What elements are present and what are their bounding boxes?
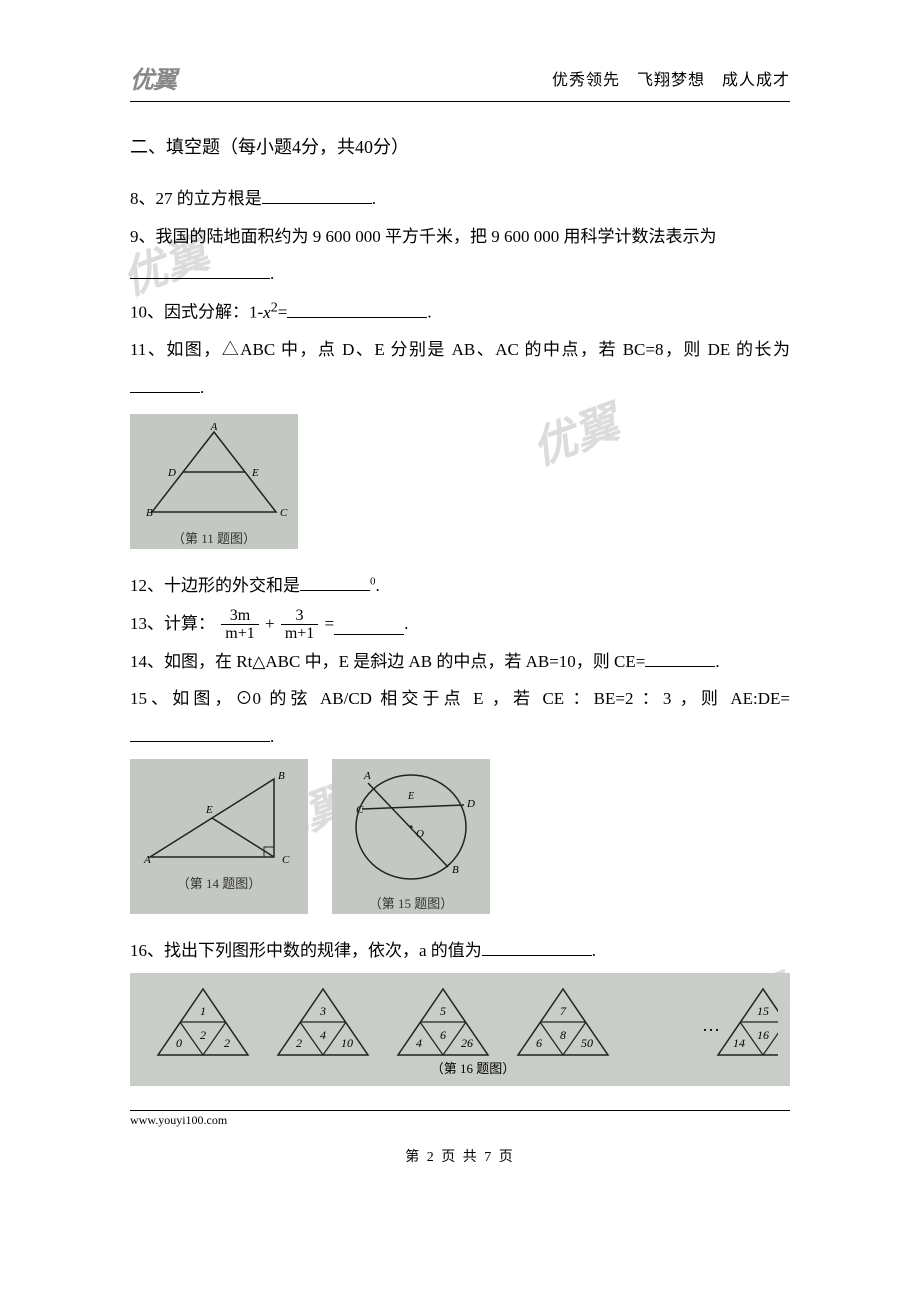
blank — [334, 634, 404, 635]
blank — [645, 666, 715, 667]
q12-dot: . — [376, 576, 380, 595]
motto: 优秀领先 飞翔梦想 成人成才 — [552, 66, 790, 90]
svg-text:14: 14 — [733, 1036, 745, 1050]
svg-text:4: 4 — [416, 1036, 422, 1050]
svg-text:2: 2 — [200, 1028, 206, 1042]
blank — [130, 278, 270, 279]
q10-var: x — [263, 303, 271, 322]
question-13: 13、计算： 3mm+1 + 3m+1 =. — [130, 605, 790, 643]
section-title: 二、填空题（每小题4分，共40分） — [130, 130, 790, 164]
num: 3m — [221, 607, 258, 626]
label-O: O — [416, 828, 424, 840]
fraction-2: 3m+1 — [281, 607, 318, 643]
question-16: 16、找出下列图形中数的规律，依次，a 的值为. — [130, 932, 790, 969]
label-A: A — [143, 854, 151, 866]
question-15: 15、如图，⊙0 的弦 AB/CD 相交于点 E ，若 CE ：BE=2 ：3 … — [130, 680, 790, 755]
figure-16-caption: （第 16 题图） — [431, 1061, 516, 1076]
label-C: C — [280, 507, 288, 519]
blank — [300, 590, 370, 591]
q12-text: 12、十边形的外交和是 — [130, 576, 300, 595]
label-B: B — [278, 770, 285, 782]
figure-14-caption: （第 14 题图） — [177, 873, 262, 892]
q9-dot: . — [270, 264, 274, 283]
figure-15-caption: （第 15 题图） — [369, 893, 454, 912]
q14-dot: . — [715, 652, 719, 671]
question-14: 14、如图，在 Rt△ABC 中，E 是斜边 AB 的中点，若 AB=10，则 … — [130, 643, 790, 680]
svg-text:2: 2 — [296, 1036, 302, 1050]
svg-text:50: 50 — [581, 1036, 593, 1050]
svg-text:16: 16 — [757, 1028, 769, 1042]
q11-text: 11、如图，△ABC 中，点 D、E 分别是 AB、AC 的中点，若 BC=8，… — [130, 340, 790, 359]
label-C: C — [282, 854, 290, 866]
svg-text:4: 4 — [320, 1028, 326, 1042]
label-E: E — [251, 467, 259, 479]
ellipsis: … — [702, 1015, 720, 1035]
figure-11-caption: （第 11 题图） — [172, 528, 256, 547]
question-11: 11、如图，△ABC 中，点 D、E 分别是 AB、AC 的中点，若 BC=8，… — [130, 331, 790, 406]
blank — [262, 203, 372, 204]
q10-sup: 2 — [271, 299, 278, 315]
question-10: 10、因式分解：1-x2=. — [130, 292, 790, 331]
label-C: C — [356, 804, 364, 816]
label-E: E — [205, 804, 213, 816]
label-B: B — [146, 507, 153, 519]
page-header: 优翼 优秀领先 飞翔梦想 成人成才 — [130, 60, 790, 102]
page-number: 第 2 页 共 7 页 — [130, 1146, 790, 1166]
blank — [482, 955, 592, 956]
label-A: A — [210, 421, 218, 433]
svg-text:10: 10 — [341, 1036, 353, 1050]
svg-text:7: 7 — [560, 1004, 567, 1018]
q10-eq: = — [278, 303, 288, 322]
svg-text:26: 26 — [461, 1036, 473, 1050]
q11-dot: . — [200, 378, 204, 397]
eq: = — [325, 614, 335, 633]
q9-text: 9、我国的陆地面积约为 9 600 000 平方千米，把 9 600 000 用… — [130, 227, 717, 246]
blank — [130, 741, 270, 742]
blank — [287, 317, 427, 318]
figure-16: 1022324105462676850151416a … （第 16 题图） — [130, 973, 790, 1086]
q15-dot: . — [270, 727, 274, 746]
svg-text:0: 0 — [176, 1036, 182, 1050]
svg-text:5: 5 — [440, 1004, 446, 1018]
svg-text:2: 2 — [224, 1036, 230, 1050]
question-9b: . — [130, 255, 790, 292]
figure-14: A B C E （第 14 题图） — [130, 759, 308, 914]
q10-text-a: 10、因式分解：1- — [130, 303, 263, 322]
q10-dot: . — [427, 303, 431, 322]
plus: + — [265, 614, 275, 633]
label-E: E — [407, 791, 414, 802]
question-8: 8、27 的立方根是. — [130, 180, 790, 217]
label-D: D — [167, 467, 176, 479]
figure-11: A D E B C （第 11 题图） — [130, 414, 298, 549]
q13-text: 13、计算： — [130, 614, 215, 633]
svg-text:3: 3 — [319, 1004, 326, 1018]
num: 3 — [281, 607, 318, 626]
svg-text:15: 15 — [757, 1004, 769, 1018]
den: m+1 — [221, 625, 258, 643]
den: m+1 — [281, 625, 318, 643]
svg-text:1: 1 — [200, 1004, 206, 1018]
q13-dot: . — [404, 614, 408, 633]
svg-text:8: 8 — [560, 1028, 566, 1042]
svg-text:6: 6 — [440, 1028, 446, 1042]
fraction-1: 3mm+1 — [221, 607, 258, 643]
figure-15: A C E D O B （第 15 题图） — [332, 759, 490, 914]
blank — [130, 392, 200, 393]
q8-dot: . — [372, 189, 376, 208]
label-A: A — [363, 770, 371, 782]
q8-text: 8、27 的立方根是 — [130, 189, 262, 208]
footer-url: www.youyi100.com — [130, 1110, 790, 1128]
label-D: D — [466, 798, 475, 810]
svg-text:6: 6 — [536, 1036, 542, 1050]
label-B: B — [452, 864, 459, 876]
question-12: 12、十边形的外交和是0. — [130, 567, 790, 604]
q14-text: 14、如图，在 Rt△ABC 中，E 是斜边 AB 的中点，若 AB=10，则 … — [130, 652, 645, 671]
logo: 优翼 — [130, 60, 176, 95]
q16-text: 16、找出下列图形中数的规律，依次，a 的值为 — [130, 941, 482, 960]
q15-text: 15、如图，⊙0 的弦 AB/CD 相交于点 E ，若 CE ：BE=2 ：3 … — [130, 689, 790, 708]
question-9: 9、我国的陆地面积约为 9 600 000 平方千米，把 9 600 000 用… — [130, 218, 790, 255]
q16-dot: . — [592, 941, 596, 960]
